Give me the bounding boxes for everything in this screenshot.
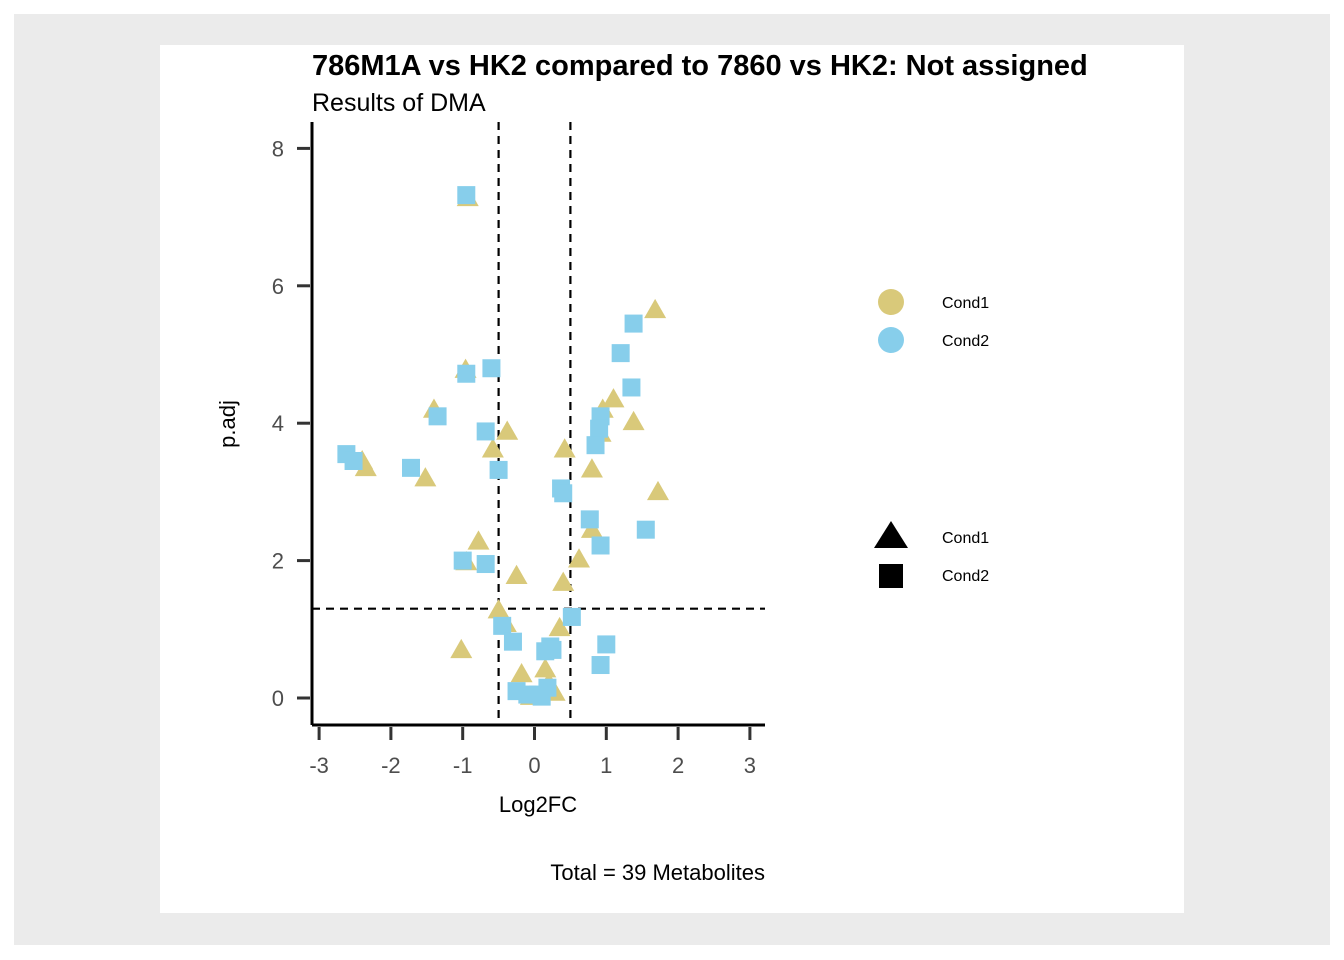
x-tick-label: 0 bbox=[528, 753, 540, 778]
point-cond1-24 bbox=[548, 616, 571, 637]
y-tick-label: 6 bbox=[272, 274, 284, 299]
point-cond2-12 bbox=[344, 451, 363, 470]
y-tick-label: 8 bbox=[272, 136, 284, 161]
color-legend: Cond1 Cond2 bbox=[878, 289, 989, 353]
x-tick-label: 2 bbox=[672, 753, 684, 778]
point-cond1-25 bbox=[450, 638, 473, 659]
point-cond2-34 bbox=[532, 687, 551, 706]
y-tick-label: 2 bbox=[272, 549, 284, 574]
point-cond2-33 bbox=[518, 685, 537, 704]
point-cond2-5 bbox=[622, 378, 641, 397]
point-cond1-15 bbox=[646, 480, 669, 501]
legend-color-key-cond1 bbox=[878, 289, 904, 315]
point-cond2-25 bbox=[597, 635, 616, 654]
data-points bbox=[337, 186, 669, 706]
legend-color-label-cond1: Cond1 bbox=[942, 295, 989, 312]
point-cond1-9 bbox=[481, 438, 504, 458]
legend-shape-label-cond1: Cond1 bbox=[942, 530, 989, 547]
y-axis-title: p.adj bbox=[215, 400, 240, 448]
point-cond2-0 bbox=[457, 186, 476, 205]
x-axis-ticks: -3 -2 -1 0 1 2 3 bbox=[309, 727, 756, 778]
plot-panel bbox=[160, 45, 1184, 913]
point-cond2-17 bbox=[580, 510, 599, 529]
point-cond2-4 bbox=[457, 364, 476, 383]
chart-subtitle: Results of DMA bbox=[312, 89, 486, 117]
point-cond2-21 bbox=[476, 555, 495, 574]
point-cond2-2 bbox=[611, 344, 630, 363]
shape-legend: Cond1 Cond2 bbox=[874, 521, 989, 588]
legend-shape-label-cond2: Cond2 bbox=[942, 568, 989, 585]
point-cond2-14 bbox=[489, 460, 508, 479]
point-cond2-29 bbox=[591, 656, 610, 675]
x-tick-label: 1 bbox=[600, 753, 612, 778]
chart-title: 786M1A vs HK2 compared to 7860 vs HK2: N… bbox=[312, 50, 1088, 82]
point-cond1-22 bbox=[487, 599, 510, 619]
point-cond2-13 bbox=[402, 458, 421, 477]
legend-triangle-icon bbox=[874, 521, 908, 548]
point-cond2-7 bbox=[428, 407, 447, 426]
chart-caption: Total = 39 Metabolites bbox=[550, 860, 765, 885]
point-cond1-1 bbox=[644, 298, 667, 319]
y-axis-ticks: 0 2 4 6 8 bbox=[272, 136, 310, 711]
point-cond2-1 bbox=[624, 314, 643, 333]
point-cond2-23 bbox=[493, 616, 512, 635]
point-cond2-8 bbox=[590, 419, 609, 438]
point-cond1-14 bbox=[414, 467, 437, 487]
y-tick-label: 0 bbox=[272, 686, 284, 711]
point-cond1-20 bbox=[505, 564, 528, 584]
axes bbox=[310, 122, 765, 727]
x-axis-title: Log2FC bbox=[499, 792, 577, 817]
point-cond2-28 bbox=[543, 640, 562, 659]
point-cond1-6 bbox=[622, 410, 645, 431]
point-cond2-16 bbox=[554, 484, 573, 503]
point-cond2-19 bbox=[591, 536, 610, 555]
legend-color-label-cond2: Cond2 bbox=[942, 333, 989, 350]
point-cond2-22 bbox=[562, 607, 581, 626]
point-cond1-17 bbox=[467, 530, 490, 550]
point-cond1-12 bbox=[354, 456, 377, 477]
x-tick-label: -2 bbox=[381, 753, 401, 778]
point-cond1-26 bbox=[510, 662, 533, 683]
y-tick-label: 4 bbox=[272, 411, 284, 436]
x-tick-label: 3 bbox=[744, 753, 756, 778]
legend-color-key-cond2 bbox=[878, 327, 904, 353]
point-cond1-7 bbox=[496, 420, 519, 440]
point-cond1-13 bbox=[580, 458, 603, 478]
legend-square-icon bbox=[879, 564, 903, 588]
point-cond1-18 bbox=[568, 548, 591, 568]
x-tick-label: -3 bbox=[309, 753, 329, 778]
point-cond1-21 bbox=[552, 571, 575, 591]
threshold-lines bbox=[312, 122, 765, 725]
point-cond2-3 bbox=[482, 359, 501, 378]
point-cond2-10 bbox=[586, 436, 605, 455]
point-cond2-18 bbox=[636, 520, 655, 539]
point-cond2-20 bbox=[453, 551, 472, 570]
point-cond2-24 bbox=[503, 632, 522, 651]
point-cond1-10 bbox=[553, 438, 576, 458]
point-cond1-4 bbox=[602, 388, 625, 408]
point-cond1-27 bbox=[534, 658, 557, 678]
x-tick-label: -1 bbox=[453, 753, 473, 778]
point-cond2-9 bbox=[476, 422, 495, 441]
